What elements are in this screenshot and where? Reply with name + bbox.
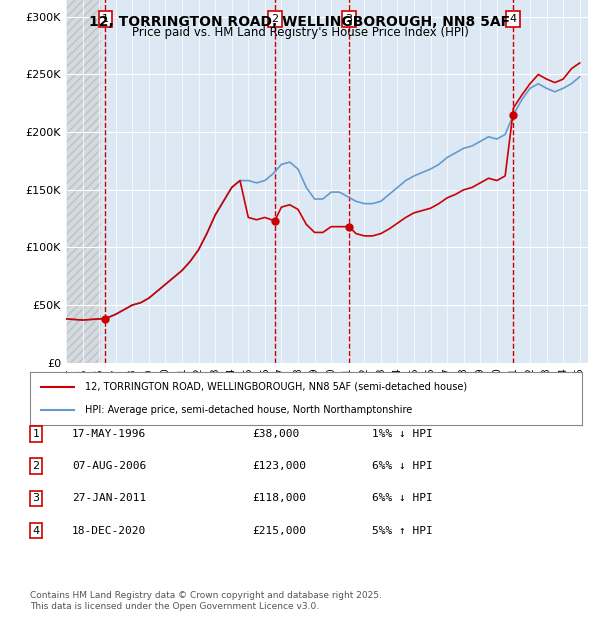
Text: 3: 3 (346, 14, 353, 24)
Text: 3: 3 (32, 494, 40, 503)
Text: Price paid vs. HM Land Registry's House Price Index (HPI): Price paid vs. HM Land Registry's House … (131, 26, 469, 39)
Text: 1: 1 (32, 429, 40, 439)
Text: 6%% ↓ HPI: 6%% ↓ HPI (372, 461, 433, 471)
Text: £38,000: £38,000 (252, 429, 299, 439)
Text: £118,000: £118,000 (252, 494, 306, 503)
Text: 4: 4 (32, 526, 40, 536)
Text: 2: 2 (32, 461, 40, 471)
Text: 6%% ↓ HPI: 6%% ↓ HPI (372, 494, 433, 503)
Text: Contains HM Land Registry data © Crown copyright and database right 2025.
This d: Contains HM Land Registry data © Crown c… (30, 591, 382, 611)
Text: HPI: Average price, semi-detached house, North Northamptonshire: HPI: Average price, semi-detached house,… (85, 405, 412, 415)
Text: 1: 1 (102, 14, 109, 24)
Text: £123,000: £123,000 (252, 461, 306, 471)
Text: 1%% ↓ HPI: 1%% ↓ HPI (372, 429, 433, 439)
Text: 2: 2 (271, 14, 278, 24)
Text: 17-MAY-1996: 17-MAY-1996 (72, 429, 146, 439)
Text: 12, TORRINGTON ROAD, WELLINGBOROUGH, NN8 5AF: 12, TORRINGTON ROAD, WELLINGBOROUGH, NN8… (89, 16, 511, 30)
Text: £215,000: £215,000 (252, 526, 306, 536)
Text: 5%% ↑ HPI: 5%% ↑ HPI (372, 526, 433, 536)
Text: 12, TORRINGTON ROAD, WELLINGBOROUGH, NN8 5AF (semi-detached house): 12, TORRINGTON ROAD, WELLINGBOROUGH, NN8… (85, 382, 467, 392)
Text: 27-JAN-2011: 27-JAN-2011 (72, 494, 146, 503)
Text: 4: 4 (509, 14, 517, 24)
Text: 07-AUG-2006: 07-AUG-2006 (72, 461, 146, 471)
Text: 18-DEC-2020: 18-DEC-2020 (72, 526, 146, 536)
